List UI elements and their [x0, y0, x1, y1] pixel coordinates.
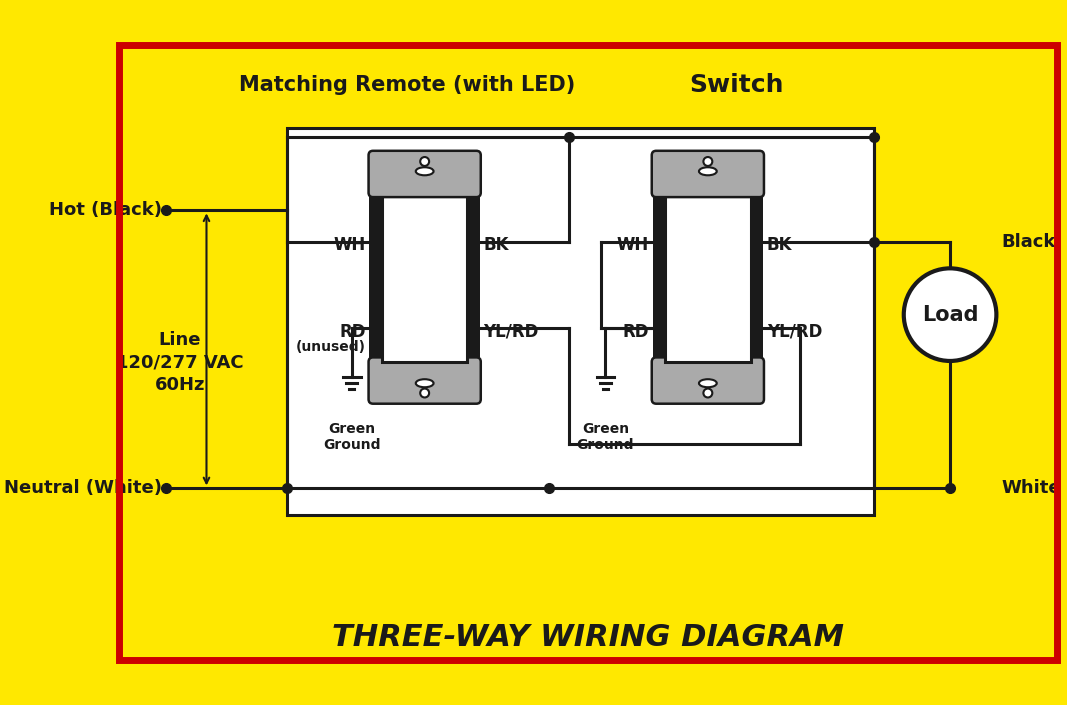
FancyBboxPatch shape — [368, 357, 481, 404]
Ellipse shape — [699, 379, 717, 387]
Text: YL/RD: YL/RD — [483, 323, 539, 341]
Text: Neutral (White): Neutral (White) — [4, 479, 162, 497]
Text: RD: RD — [339, 323, 366, 341]
Bar — [665, 192, 750, 362]
Bar — [653, 192, 665, 362]
Circle shape — [703, 157, 713, 166]
Circle shape — [703, 388, 713, 398]
Ellipse shape — [416, 379, 433, 387]
Bar — [382, 192, 467, 362]
Text: BK: BK — [483, 236, 509, 255]
Bar — [287, 128, 874, 515]
Ellipse shape — [416, 167, 433, 176]
Text: Green
Ground: Green Ground — [323, 422, 381, 452]
Circle shape — [420, 157, 429, 166]
Text: White: White — [1002, 479, 1062, 497]
Text: Load: Load — [922, 305, 978, 325]
Text: WH: WH — [334, 236, 366, 255]
Text: WH: WH — [617, 236, 649, 255]
Text: Switch: Switch — [689, 73, 783, 97]
Circle shape — [420, 388, 429, 398]
Text: Hot (Black): Hot (Black) — [49, 202, 162, 219]
Circle shape — [904, 269, 997, 361]
FancyBboxPatch shape — [652, 357, 764, 404]
Bar — [369, 192, 382, 362]
FancyBboxPatch shape — [368, 151, 481, 197]
Text: 120/277 VAC: 120/277 VAC — [116, 354, 243, 372]
Text: YL/RD: YL/RD — [766, 323, 822, 341]
Bar — [467, 192, 480, 362]
Text: THREE-WAY WIRING DIAGRAM: THREE-WAY WIRING DIAGRAM — [332, 623, 844, 651]
Bar — [750, 192, 763, 362]
Text: Line: Line — [159, 331, 201, 350]
Text: 60Hz: 60Hz — [155, 376, 205, 394]
Text: Matching Remote (with LED): Matching Remote (with LED) — [239, 75, 575, 95]
FancyBboxPatch shape — [652, 151, 764, 197]
Text: Black: Black — [1002, 233, 1056, 251]
Text: Green
Ground: Green Ground — [576, 422, 634, 452]
Text: BK: BK — [766, 236, 792, 255]
Text: RD: RD — [622, 323, 649, 341]
Ellipse shape — [699, 167, 717, 176]
Text: (unused): (unused) — [296, 341, 366, 355]
